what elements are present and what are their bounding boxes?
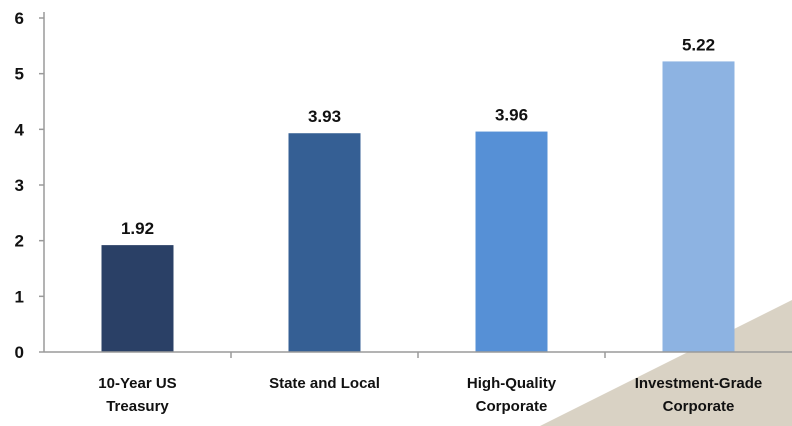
category-label: State and Local: [269, 375, 380, 392]
y-tick-label: 6: [15, 9, 24, 28]
category-label-line: Corporate: [663, 398, 735, 415]
data-label: 5.22: [682, 35, 715, 54]
y-tick-label: 5: [15, 65, 24, 84]
y-tick-label: 2: [15, 232, 24, 251]
category-label-line: High-Quality: [467, 375, 557, 392]
category-label-line: Treasury: [106, 398, 169, 415]
bars: [101, 61, 735, 353]
bar: [475, 131, 548, 352]
data-label: 1.92: [121, 219, 154, 238]
category-label-line: 10-Year US: [98, 375, 176, 392]
bar: [288, 133, 361, 352]
category-label: Investment-Grade Corporate: [635, 375, 763, 415]
y-tick-label: 0: [15, 343, 24, 362]
category-label-line: Corporate: [476, 398, 548, 415]
y-tick-label: 1: [15, 287, 24, 306]
data-label: 3.96: [495, 106, 528, 125]
data-labels: 1.92 3.93 3.96 5.22: [121, 35, 715, 238]
bar: [662, 61, 735, 353]
data-label: 3.93: [308, 107, 341, 126]
y-tick-label: 3: [15, 176, 24, 195]
y-tick-label: 4: [15, 120, 25, 139]
category-label: High-Quality Corporate: [467, 375, 557, 415]
category-label-line: State and Local: [269, 375, 380, 392]
category-label: 10-Year US Treasury: [98, 375, 176, 415]
category-labels: 10-Year US Treasury State and Local High-Qu…: [98, 375, 762, 415]
bar: [101, 245, 174, 352]
category-label-line: Investment-Grade: [635, 375, 763, 392]
axes: 0 1 2 3 4 5 6: [15, 9, 792, 362]
